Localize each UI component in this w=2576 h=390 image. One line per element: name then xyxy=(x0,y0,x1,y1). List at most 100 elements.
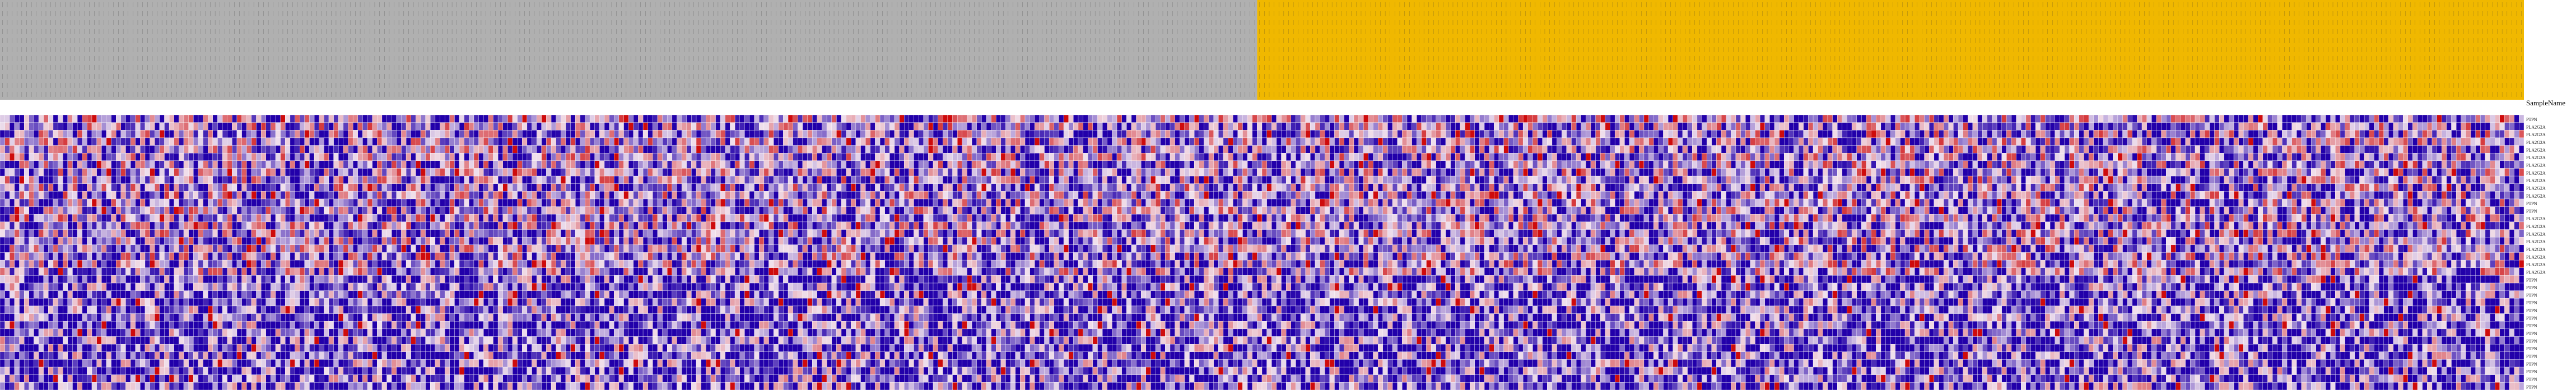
heatmap-cell xyxy=(1426,114,1432,123)
heatmap-cell xyxy=(2088,145,2094,154)
heatmap-cell xyxy=(667,168,673,177)
heatmap-cell xyxy=(1939,122,1944,131)
heatmap-cell xyxy=(309,145,315,154)
heatmap-cell xyxy=(425,168,431,177)
heatmap-cell xyxy=(846,130,851,138)
heatmap-cell xyxy=(164,183,170,192)
heatmap-cell xyxy=(1658,168,1664,177)
heatmap-cell xyxy=(609,122,614,131)
heatmap-cell xyxy=(1692,153,1698,161)
heatmap-cell xyxy=(2282,114,2288,123)
heatmap-cell xyxy=(2151,175,2157,184)
heatmap-cell xyxy=(1726,153,1731,161)
heatmap-cell xyxy=(798,168,803,177)
heatmap-cell xyxy=(372,175,378,184)
heatmap-cell xyxy=(430,168,436,177)
heatmap-cell xyxy=(271,168,276,177)
heatmap-cell xyxy=(367,183,372,192)
heatmap-cell xyxy=(546,114,552,123)
heatmap-cell xyxy=(1291,153,1296,161)
heatmap-cell xyxy=(1498,122,1504,131)
heatmap-cell xyxy=(2306,168,2312,177)
heatmap-cell xyxy=(1755,175,1760,184)
heatmap-cell xyxy=(860,183,866,192)
heatmap-cell xyxy=(1271,175,1277,184)
heatmap-cell xyxy=(53,137,58,146)
heatmap-cell xyxy=(991,153,996,161)
heatmap-cell xyxy=(778,160,784,169)
heatmap-cell xyxy=(1687,153,1693,161)
heatmap-cell xyxy=(1136,153,1142,161)
heatmap-cell xyxy=(2141,145,2147,154)
heatmap-cell xyxy=(2277,160,2282,169)
heatmap-cell xyxy=(2170,175,2176,184)
heatmap-cell xyxy=(2316,137,2321,146)
heatmap-cell xyxy=(101,168,107,177)
heatmap-cell xyxy=(1035,114,1040,123)
heatmap-cell xyxy=(2417,175,2423,184)
heatmap-cell xyxy=(4,183,10,192)
heatmap-cell xyxy=(493,153,499,161)
heatmap-cell xyxy=(96,175,102,184)
heatmap-cell xyxy=(831,168,837,177)
heatmap-cell xyxy=(943,153,948,161)
heatmap-cell xyxy=(1010,137,1016,146)
heatmap-cell xyxy=(1310,175,1316,184)
heatmap-cell xyxy=(826,160,832,169)
heatmap-cell xyxy=(580,130,585,138)
heatmap-cell xyxy=(1015,183,1021,192)
heatmap-cell xyxy=(623,153,629,161)
heatmap-cell xyxy=(947,122,953,131)
heatmap-cell xyxy=(527,168,532,177)
heatmap-cell xyxy=(657,168,663,177)
heatmap-cell xyxy=(2011,122,2016,131)
heatmap-cell xyxy=(2190,114,2196,123)
heatmap-cell xyxy=(1943,145,1949,154)
heatmap-cell xyxy=(1740,137,1746,146)
heatmap-cell xyxy=(904,130,910,138)
heatmap-cell xyxy=(1030,160,1035,169)
heatmap-cell xyxy=(198,175,203,184)
heatmap-cell xyxy=(894,153,900,161)
heatmap-cell xyxy=(681,175,687,184)
heatmap-cell xyxy=(2282,130,2288,138)
heatmap-cell xyxy=(260,145,266,154)
heatmap-cell xyxy=(546,168,552,177)
heatmap-cell xyxy=(2180,168,2186,177)
heatmap-cell xyxy=(2350,168,2355,177)
heatmap-cell xyxy=(633,114,639,123)
heatmap-cell xyxy=(928,122,934,131)
heatmap-cell xyxy=(1199,160,1204,169)
heatmap-cell xyxy=(962,122,967,131)
heatmap-cell xyxy=(2446,137,2452,146)
heatmap-cell xyxy=(1470,168,1475,177)
heatmap-cell xyxy=(338,175,344,184)
heatmap-cell xyxy=(14,168,20,177)
heatmap-cell xyxy=(1798,137,1804,146)
heatmap-cell xyxy=(1261,122,1267,131)
heatmap-cell xyxy=(1228,168,1233,177)
heatmap-cell xyxy=(1368,114,1373,123)
heatmap-cell xyxy=(831,175,837,184)
heatmap-cell xyxy=(1344,183,1349,192)
heatmap-cell xyxy=(328,130,334,138)
heatmap-cell xyxy=(1943,175,1949,184)
heatmap-cell xyxy=(381,160,387,169)
heatmap-cell xyxy=(2113,168,2118,177)
heatmap-cell xyxy=(2011,137,2016,146)
heatmap-cell xyxy=(1847,145,1852,154)
heatmap-cell xyxy=(227,145,232,154)
heatmap-cell xyxy=(1160,114,1166,123)
heatmap-cell xyxy=(1024,175,1030,184)
heatmap-cell xyxy=(1049,145,1054,154)
heatmap-cell xyxy=(14,175,20,184)
heatmap-cell xyxy=(1083,122,1088,131)
heatmap-cell xyxy=(1310,114,1316,123)
heatmap-cell xyxy=(1909,160,1915,169)
heatmap-cell xyxy=(256,145,262,154)
heatmap-cell xyxy=(1281,122,1287,131)
heatmap-cell xyxy=(1208,145,1214,154)
heatmap-cell xyxy=(1629,175,1634,184)
heatmap-cell xyxy=(1581,145,1586,154)
heatmap-cell xyxy=(502,168,508,177)
